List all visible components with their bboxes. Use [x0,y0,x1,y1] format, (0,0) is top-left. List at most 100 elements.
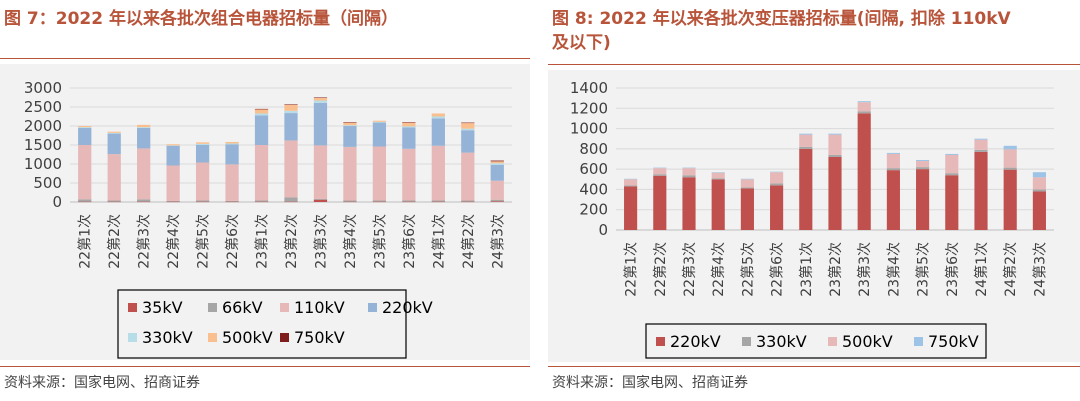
bar-segment-220kV [402,127,416,149]
bar-segment-220kV [166,145,180,166]
bar-segment-220kV [653,175,667,230]
x-tick-label: 23第2次 [827,242,844,297]
bar-segment-330kV [945,173,959,176]
bar-segment-330kV [682,175,696,178]
legend-label-500kV: 500kV [842,332,893,351]
y-tick-label: 1400 [570,79,608,97]
bar-segment-330kV [886,168,900,171]
bar-segment-220kV [313,102,328,146]
bar-segment-330kV [916,167,930,170]
legend-label-220kV: 220kV [382,298,433,317]
bar-segment-35kV [431,201,445,203]
bar-segment-35kV [254,201,269,203]
bar-segment-330kV [431,116,445,119]
bar-segment-35kV [195,201,210,203]
bar-segment-750kV [857,101,871,103]
y-tick-label: 0 [598,221,608,239]
bar-segment-500kV [461,122,475,129]
bar-segment-500kV [254,109,269,114]
bar-segment-500kV [711,172,725,179]
right-source-note: 资料来源：国家电网、招商证券 [552,375,748,391]
bar-segment-220kV [195,145,210,163]
x-tick-label: 24第2次 [460,214,477,269]
bar-segment-35kV [402,201,416,203]
left-source-note: 资料来源：国家电网、招商证券 [4,375,200,391]
x-tick-label: 23第5次 [915,242,932,297]
bar-segment-330kV [313,100,328,103]
x-tick-label: 22第3次 [681,242,698,297]
bar-segment-500kV [945,154,959,174]
legend-swatch-220kV [368,303,377,312]
bar-segment-750kV [254,108,269,110]
bar-segment-750kV [828,133,842,135]
bar-segment-220kV [225,144,239,165]
bar-segment-500kV [682,168,696,176]
legend-swatch-330kV [128,333,137,342]
bar-segment-500kV [886,153,900,169]
bar-segment-220kV [137,127,151,149]
x-tick-label: 22第5次 [195,214,212,269]
bar-segment-330kV [225,143,239,145]
y-tick-label: 800 [579,140,608,158]
bar-segment-220kV [740,188,754,230]
legend-label-750kV: 750kV [294,328,345,347]
bar-segment-330kV [402,126,416,128]
left-title-rule [0,58,530,59]
x-tick-label: 24第3次 [489,214,506,269]
bar-segment-110kV [254,145,269,201]
legend-label-66kV: 66kV [222,298,263,317]
y-tick-label: 3000 [24,79,62,97]
bar-segment-330kV [1003,167,1017,170]
x-tick-label: 23第3次 [856,242,873,297]
bar-segment-35kV [78,201,92,203]
bar-segment-220kV [107,133,121,155]
bar-segment-220kV [799,148,813,230]
legend-swatch-220kV [656,337,665,346]
y-tick-label: 2000 [24,117,62,135]
bar-segment-330kV [857,111,871,114]
x-tick-label: 23第4次 [342,214,359,269]
bar-segment-330kV [624,185,638,187]
bar-segment-750kV [284,104,298,105]
x-tick-label: 24第3次 [1031,242,1048,297]
bar-segment-330kV [653,174,667,176]
x-tick-label: 24第1次 [430,214,447,269]
x-tick-label: 22第2次 [652,242,669,297]
bar-segment-35kV [372,201,387,203]
x-tick-label: 23第1次 [254,214,271,269]
x-tick-label: 23第1次 [798,242,815,297]
bar-segment-66kV [372,200,387,202]
bar-segment-500kV [490,161,504,164]
bar-segment-35kV [343,201,357,203]
bar-segment-500kV [284,104,298,111]
left-bottom-rule [0,366,530,367]
legend-label-750kV: 750kV [928,332,979,351]
bar-segment-66kV [107,200,121,202]
legend-label-35kV: 35kV [142,298,183,317]
bar-segment-330kV [343,125,357,126]
bar-segment-66kV [490,199,504,202]
bar-segment-110kV [431,145,445,201]
bar-segment-220kV [490,164,504,181]
bar-segment-110kV [461,152,475,201]
bar-segment-220kV [1032,191,1046,230]
bar-segment-220kV [886,170,900,230]
bar-segment-220kV [624,186,638,230]
x-tick-label: 22第5次 [739,242,756,297]
bar-segment-35kV [137,201,151,203]
bar-segment-220kV [711,179,725,230]
bar-segment-330kV [711,178,725,180]
legend-swatch-35kV [128,303,137,312]
bar-segment-750kV [313,97,328,98]
bar-segment-500kV [740,179,754,188]
bar-segment-110kV [107,154,121,201]
bar-segment-750kV [799,133,813,135]
bar-segment-66kV [461,200,475,202]
bar-segment-330kV [770,183,784,186]
bar-segment-66kV [78,199,92,202]
bar-segment-66kV [402,200,416,202]
legend-label-110kV: 110kV [294,298,345,317]
bar-segment-110kV [402,148,416,201]
x-tick-label: 23第2次 [283,214,300,269]
bar-segment-220kV [916,169,930,230]
